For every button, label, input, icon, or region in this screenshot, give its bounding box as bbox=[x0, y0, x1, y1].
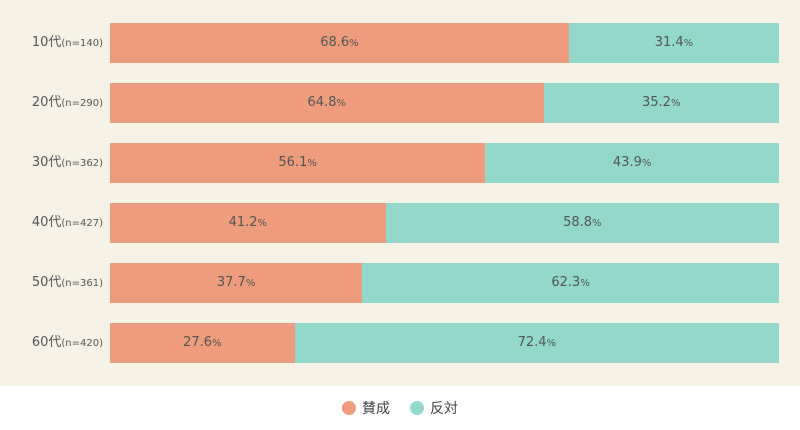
row-label-age: 20代 bbox=[31, 95, 62, 110]
row-label-sample: (n=361) bbox=[61, 278, 103, 289]
row-label: 60代(n=420) bbox=[0, 323, 103, 363]
data-label-oppose: 62.3% bbox=[551, 275, 590, 290]
data-label-oppose: 58.8% bbox=[563, 215, 602, 230]
data-label-agree: 68.6% bbox=[320, 35, 359, 50]
legend-item-agree: 賛成 bbox=[342, 398, 390, 418]
bar-segment-agree bbox=[110, 263, 363, 303]
row-label: 20代(n=290) bbox=[0, 83, 103, 123]
data-label-agree: 27.6% bbox=[183, 335, 222, 350]
data-label-oppose: 43.9% bbox=[612, 155, 652, 170]
legend-item-oppose: 反対 bbox=[410, 398, 458, 418]
data-label-oppose: 31.4% bbox=[654, 35, 694, 50]
row-label-age: 50代 bbox=[31, 275, 62, 290]
bar-segment-agree bbox=[110, 143, 486, 183]
data-label-agree: 37.7% bbox=[216, 275, 256, 290]
bar-segment-agree bbox=[110, 83, 544, 123]
bar-segment-oppose bbox=[568, 23, 779, 63]
bar-segment-agree bbox=[110, 23, 569, 63]
bar-segment-agree bbox=[110, 323, 295, 363]
legend-label-agree: 賛成 bbox=[362, 401, 390, 417]
row-label: 50代(n=361) bbox=[0, 263, 103, 303]
row-label-sample: (n=427) bbox=[61, 218, 103, 229]
data-label-oppose: 35.2% bbox=[642, 95, 681, 110]
bar-segment-oppose bbox=[362, 263, 779, 303]
row-label: 40代(n=427) bbox=[0, 203, 103, 243]
legend-swatch-oppose bbox=[410, 401, 424, 415]
data-label-agree: 56.1% bbox=[278, 155, 317, 170]
chart-area: 10代(n=140) 68.6% 31.4% 20代(n=290) 64.8% 35.2%… bbox=[0, 0, 800, 386]
row-label-age: 40代 bbox=[31, 215, 62, 230]
row-label-sample: (n=362) bbox=[61, 158, 103, 169]
bar-segment-oppose bbox=[543, 83, 779, 123]
bar-segment-oppose bbox=[485, 143, 779, 183]
row-label-sample: (n=420) bbox=[61, 338, 103, 349]
bar-segment-agree bbox=[110, 203, 386, 243]
row-label-age: 10代 bbox=[31, 35, 62, 50]
row-label-age: 60代 bbox=[31, 335, 62, 350]
row-label: 30代(n=362) bbox=[0, 143, 103, 183]
bar-segment-oppose bbox=[385, 203, 779, 243]
row-label-age: 30代 bbox=[31, 155, 62, 170]
row-label: 10代(n=140) bbox=[0, 23, 103, 63]
legend-swatch-agree bbox=[342, 401, 356, 415]
bar-segment-oppose bbox=[294, 323, 779, 363]
data-label-oppose: 72.4% bbox=[517, 335, 557, 350]
legend-label-oppose: 反対 bbox=[430, 401, 458, 417]
row-label-sample: (n=140) bbox=[61, 38, 103, 49]
row-label-sample: (n=290) bbox=[61, 98, 103, 109]
data-label-agree: 41.2% bbox=[228, 215, 268, 230]
legend: 賛成 反対 bbox=[0, 386, 800, 430]
data-label-agree: 64.8% bbox=[307, 95, 346, 110]
